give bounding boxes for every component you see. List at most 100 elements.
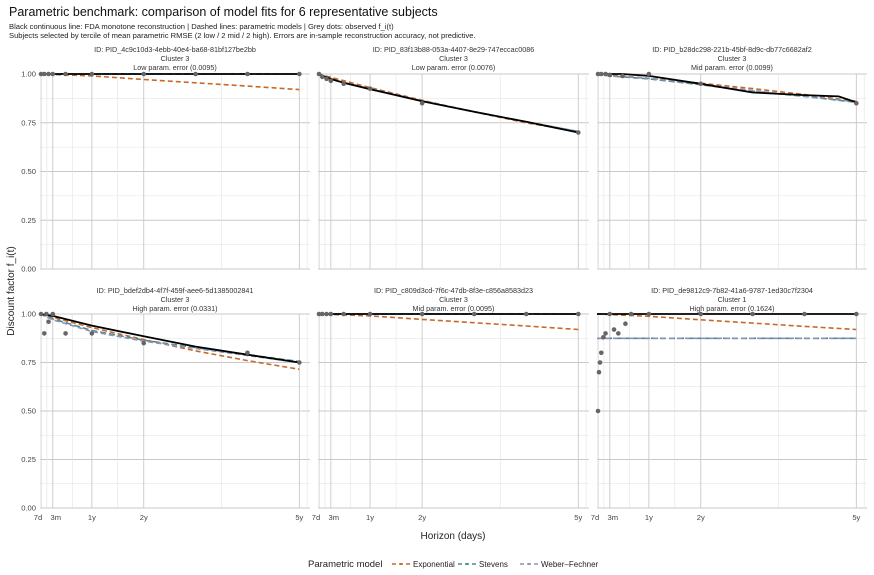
x-tick-label: 2y [418,513,426,522]
panel-cluster-label: Cluster 3 [439,54,468,63]
series-line-exponential [39,73,300,91]
facet-panel-6: ID: PID_de9812c9-7b82-41a6-9787-1ed30c7f… [591,286,867,522]
fda-reconstruction-line [317,73,579,134]
observed-point [646,71,652,77]
chart-subtitle-line-1: Black continuous line: FDA monotone reco… [9,22,394,31]
observed-point [601,334,606,340]
y-tick-label: 0.25 [21,455,36,464]
panel-id-label: ID: PID_bdef2db4-4f7f-459f-aee6-5d138500… [97,286,254,295]
y-tick-label: 0.25 [21,216,36,225]
observed-point [63,331,68,336]
observed-point [616,331,621,336]
facet-panel-3: ID: PID_b28dc298-221b-45bf-8d9c-db77c668… [595,45,867,270]
observed-point [597,360,603,365]
observed-point [297,71,302,77]
observed-point [750,311,755,317]
y-tick-label: 0.50 [21,407,36,416]
facet-panel-2: ID: PID_83f13b88-053a-4407-8e29-747eccac… [316,45,589,270]
observed-point [324,76,329,82]
observed-point [63,71,68,77]
observed-point [89,331,95,336]
observed-point [523,311,529,317]
observed-point [46,71,51,77]
legend-label-exponential: Exponential [413,560,455,569]
y-axis-label: Discount factor f_i(t) [6,246,17,335]
observed-point [89,71,95,77]
chart-subtitle-line-2: Subjects selected by tercile of mean par… [9,31,476,40]
fda-reconstruction-line [597,73,857,104]
legend-key-dot [527,562,531,566]
panel-cluster-label: Cluster 3 [161,295,190,304]
observed-point [193,71,198,77]
observed-point [854,311,859,317]
y-tick-label: 0.00 [21,265,36,274]
observed-point [576,311,581,317]
observed-point [595,71,601,77]
observed-point [596,369,602,375]
observed-point [628,311,634,317]
observed-point [698,311,704,317]
x-tick-label: 1y [366,513,374,522]
panel-id-label: ID: PID_de9812c9-7b82-41a6-9787-1ed30c7f… [651,286,813,295]
panel-error-label: Low param. error (0.0076) [412,63,496,72]
observed-point [576,130,581,135]
panel-error-label: High param. error (0.0331) [132,304,217,313]
panel-id-label: ID: PID_83f13b88-053a-4407-8e29-747eccac… [373,45,534,54]
observed-point [38,311,44,317]
observed-point [646,311,652,317]
series-line-exponential [596,313,857,331]
observed-point [367,86,373,91]
series-line-exponential [317,73,579,133]
observed-point [623,321,628,327]
y-tick-label: 1.00 [21,70,36,79]
observed-point [141,71,147,77]
series-line-exponential [317,313,579,331]
observed-point [141,340,147,346]
observed-point [324,311,329,317]
series-line-stevens [39,313,300,363]
x-tick-label: 7d [591,513,599,522]
y-tick-label: 0.75 [21,118,36,127]
observed-point [802,311,807,317]
legend-label-weber-fechner: Weber–Fechner [541,560,599,569]
x-tick-label: 3m [329,513,340,522]
observed-point [611,327,617,332]
observed-point [316,311,322,317]
observed-point [38,71,44,77]
panel-error-label: High param. error (0.1624) [689,304,774,313]
observed-point [245,71,250,77]
panel-cluster-label: Cluster 3 [161,54,190,63]
x-tick-label: 5y [295,513,303,522]
x-tick-label: 3m [51,513,62,522]
observed-point [471,311,477,317]
observed-point [367,311,373,317]
observed-point [297,360,302,365]
y-tick-label: 0.75 [21,358,36,367]
y-tick-label: 0.00 [21,504,36,513]
series-line-exponential [39,313,300,371]
observed-point [319,74,325,80]
x-tick-label: 7d [312,513,320,522]
x-tick-label: 3m [608,513,619,522]
chart-title: Parametric benchmark: comparison of mode… [9,5,438,19]
legend-title: Parametric model [308,559,382,570]
observed-point [341,311,346,317]
x-tick-label: 1y [88,513,96,522]
observed-point [50,71,56,77]
observed-point [245,350,250,356]
observed-point [319,311,325,317]
observed-point [698,81,704,87]
y-tick-label: 1.00 [21,310,36,319]
panel-cluster-label: Cluster 1 [718,295,747,304]
observed-point [41,331,47,336]
panel-error-label: Mid param. error (0.0099) [691,63,773,72]
legend-key-dot [399,562,403,566]
panel-id-label: ID: PID_4c9c10d3-4ebb-40e4-ba68-81bf127b… [94,45,256,54]
x-tick-label: 1y [645,513,653,522]
y-tick-label: 0.50 [21,167,36,176]
facet-panel-5: ID: PID_c809d3cd-7f6c-47db-8f3e-c856a858… [312,286,589,522]
legend-key-dot [465,562,469,566]
observed-point [44,311,49,317]
panel-error-label: Low param. error (0.0095) [133,63,217,72]
